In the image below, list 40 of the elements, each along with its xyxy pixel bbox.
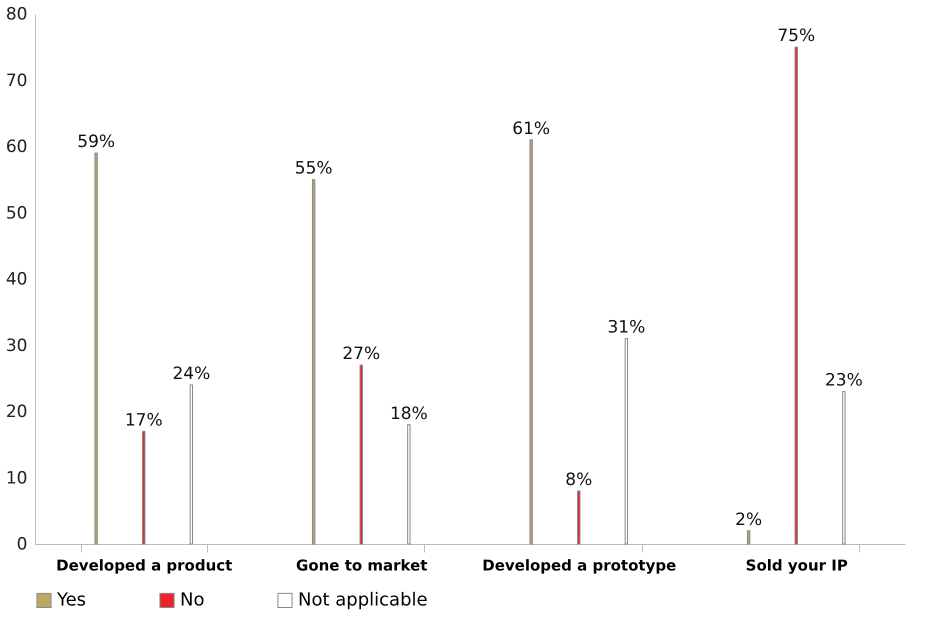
y-tick-label: 70	[6, 70, 28, 91]
x-tick-label: Sold your IP	[746, 556, 848, 574]
y-tick-label: 0	[16, 534, 28, 554]
bar	[577, 490, 580, 544]
x-tick-label: Gone to market	[296, 556, 428, 574]
y-tick-label: 80	[6, 4, 28, 24]
data-label: 18%	[390, 404, 428, 424]
bar	[94, 152, 98, 544]
bar	[142, 430, 146, 544]
data-label: 2%	[735, 510, 762, 530]
y-tick-label: 60	[6, 137, 28, 157]
y-tick-label: 30	[6, 336, 28, 356]
legend-label: Not applicable	[298, 589, 428, 610]
data-label: 8%	[565, 470, 592, 490]
bar	[746, 530, 750, 544]
legend-label: Yes	[56, 589, 86, 610]
data-label: 24%	[172, 364, 210, 384]
y-tick-label: 40	[6, 270, 28, 290]
data-label: 59%	[77, 132, 116, 152]
bar	[624, 338, 628, 544]
x-tick-label: Developed a prototype	[482, 556, 676, 574]
legend-label: No	[180, 589, 204, 610]
bar	[842, 391, 846, 544]
bar	[190, 384, 194, 544]
y-tick-label: 20	[6, 402, 28, 422]
data-label: 17%	[124, 410, 163, 430]
bar	[794, 46, 798, 544]
bar	[529, 139, 533, 544]
bar	[312, 179, 316, 544]
data-label: 23%	[824, 370, 863, 391]
data-label: 61%	[512, 118, 550, 139]
data-label: 31%	[607, 318, 646, 338]
x-tick-label: Developed a product	[56, 556, 232, 574]
y-tick-label: 50	[6, 203, 28, 224]
data-label: 75%	[777, 26, 816, 46]
bar	[360, 364, 363, 544]
data-label: 27%	[342, 344, 380, 364]
bar	[407, 424, 411, 544]
y-tick-label: 10	[6, 468, 28, 488]
data-label: 55%	[294, 158, 333, 179]
